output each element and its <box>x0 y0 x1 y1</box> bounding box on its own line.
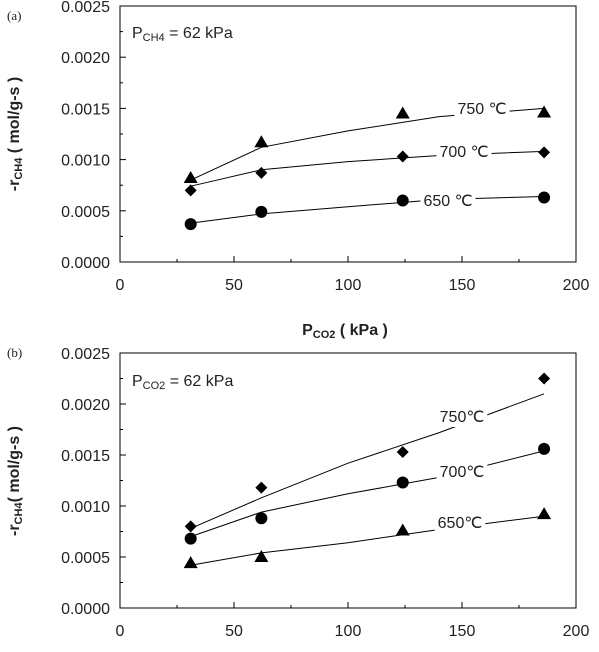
data-point-circle <box>396 476 409 489</box>
y-tick-label: 0.0005 <box>61 550 110 567</box>
series-label-bg <box>420 192 476 211</box>
panel-a-xlabel: PCO2 ( kPa ) <box>302 322 388 341</box>
data-point-diamond <box>538 372 551 385</box>
data-point-triangle <box>537 507 552 520</box>
x-tick-label: 100 <box>335 277 362 294</box>
y-tick-label: 0.0025 <box>61 346 110 363</box>
y-tick-label: 0.0010 <box>61 499 110 516</box>
panel-a-annotation: PCH4 = 62 kPa <box>132 25 233 44</box>
data-point-diamond <box>396 150 409 163</box>
panel-a-ylabel: -rCH4 ( mol/g-s ) <box>6 77 25 191</box>
panel-b-annotation: PCO2 = 62 kPa <box>132 373 233 392</box>
y-tick-label: 0.0020 <box>61 50 110 67</box>
y-tick-label: 0.0000 <box>61 601 110 618</box>
x-tick-label: 150 <box>449 623 476 640</box>
panel-b: (b) PCO2 = 62 kPa -rCH4( mol/g-s ) 0.000… <box>6 345 589 640</box>
x-tick-label: 200 <box>563 277 590 294</box>
data-point-diamond <box>396 445 409 458</box>
panel-b-letter: (b) <box>7 345 22 360</box>
panel-b-plot-area <box>119 352 577 609</box>
data-point-circle <box>538 442 551 455</box>
panel-b-ylabel: -rCH4( mol/g-s ) <box>6 426 25 536</box>
y-tick-label: 0.0015 <box>61 101 110 118</box>
y-tick-label: 0.0020 <box>61 397 110 414</box>
data-point-triangle <box>254 135 269 148</box>
data-point-triangle <box>537 105 552 118</box>
data-point-triangle <box>254 550 269 562</box>
x-tick-label: 150 <box>449 277 476 294</box>
data-point-triangle <box>395 106 410 119</box>
series-label: 700℃ <box>440 464 485 481</box>
data-point-circle <box>255 205 268 218</box>
data-point-diamond <box>538 146 551 159</box>
data-point-circle <box>184 532 197 545</box>
series-label-bg <box>436 463 488 482</box>
data-point-diamond <box>184 184 197 197</box>
data-point-circle <box>396 194 409 207</box>
data-point-triangle <box>183 171 198 184</box>
series-label: 650℃ <box>438 515 483 532</box>
series-label: 750℃ <box>440 409 485 426</box>
series-label: 750 ℃ <box>457 101 506 118</box>
panel-a-letter: (a) <box>7 8 21 23</box>
data-point-triangle <box>395 523 410 536</box>
x-tick-label: 100 <box>335 623 362 640</box>
data-point-diamond <box>255 481 268 494</box>
x-tick-label: 0 <box>116 277 125 294</box>
x-tick-label: 50 <box>225 277 243 294</box>
data-point-diamond <box>184 520 197 533</box>
y-tick-label: 0.0015 <box>61 448 110 465</box>
x-tick-label: 0 <box>116 623 125 640</box>
data-point-triangle <box>183 556 198 569</box>
data-point-diamond <box>255 166 268 179</box>
x-tick-label: 200 <box>563 623 590 640</box>
y-tick-label: 0.0000 <box>61 255 110 272</box>
series-label-bg <box>434 514 486 533</box>
panel-a: (a) PCH4 = 62 kPa -rCH4 ( mol/g-s ) PCO2… <box>6 0 589 341</box>
series-label-bg <box>454 100 510 119</box>
panel-a-plot-area <box>119 5 577 263</box>
series-label: 650 ℃ <box>423 193 472 210</box>
series-label-bg <box>436 143 492 162</box>
y-tick-label: 0.0025 <box>61 0 110 16</box>
series-label: 700 ℃ <box>439 144 488 161</box>
y-tick-label: 0.0005 <box>61 204 110 221</box>
y-tick-label: 0.0010 <box>61 153 110 170</box>
data-point-circle <box>255 512 268 525</box>
series-label-bg <box>436 408 488 427</box>
data-point-circle <box>538 191 551 204</box>
x-tick-label: 50 <box>225 623 243 640</box>
data-point-circle <box>184 218 197 231</box>
